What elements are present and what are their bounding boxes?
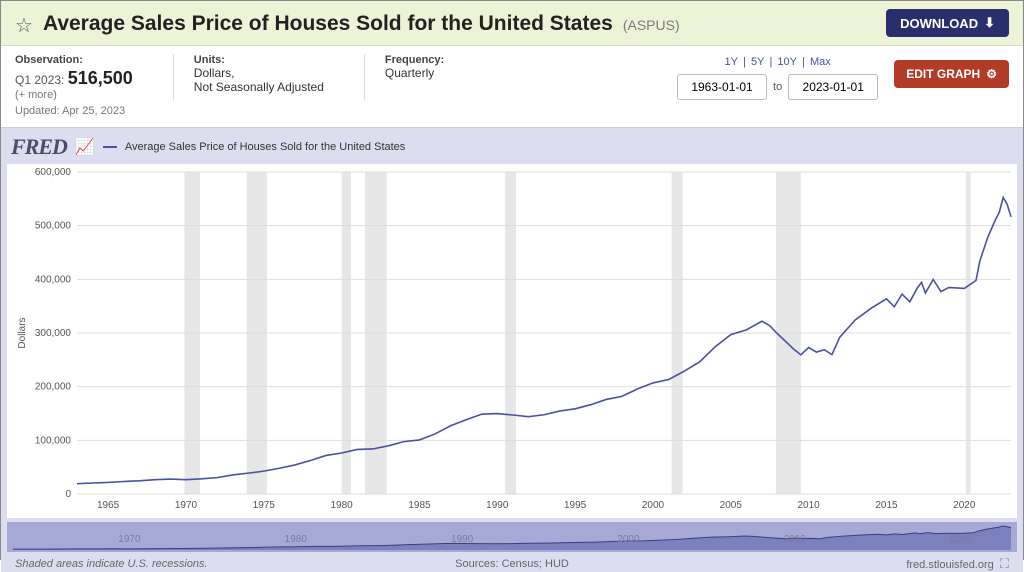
range-1y[interactable]: 1Y bbox=[723, 56, 740, 68]
to-label: to bbox=[773, 81, 782, 93]
svg-text:2000: 2000 bbox=[617, 534, 640, 545]
download-button[interactable]: DOWNLOAD ⬇ bbox=[886, 9, 1009, 37]
svg-text:1990: 1990 bbox=[486, 500, 509, 511]
svg-text:Dollars: Dollars bbox=[17, 317, 28, 348]
svg-text:2020: 2020 bbox=[953, 500, 976, 511]
svg-text:1985: 1985 bbox=[408, 500, 431, 511]
range-links: 1Y | 5Y | 10Y | Max bbox=[723, 56, 833, 68]
svg-text:300,000: 300,000 bbox=[35, 328, 72, 339]
legend-swatch bbox=[103, 146, 117, 148]
frequency-label: Frequency: bbox=[385, 54, 444, 66]
series-code: (ASPUS) bbox=[623, 17, 680, 33]
date-from-input[interactable] bbox=[677, 74, 767, 100]
footer-right: fred.stlouisfed.org ⛶ bbox=[906, 556, 1009, 572]
svg-text:400,000: 400,000 bbox=[35, 274, 72, 285]
divider bbox=[364, 54, 365, 100]
date-to-input[interactable] bbox=[788, 74, 878, 100]
gear-icon: ⚙ bbox=[986, 67, 997, 81]
chart-footer: Shaded areas indicate U.S. recessions. S… bbox=[7, 552, 1017, 572]
observation-col: Observation: Q1 2023: 516,500 (+ more) U… bbox=[15, 54, 173, 117]
observation-period: Q1 2023: 516,500 bbox=[15, 68, 133, 89]
legend-bar: FRED 📈 Average Sales Price of Houses Sol… bbox=[7, 132, 1017, 164]
date-inputs: to bbox=[677, 74, 878, 100]
chart-region: FRED 📈 Average Sales Price of Houses Sol… bbox=[1, 128, 1023, 572]
plot-area[interactable]: 0 100,000 200,000 300,000 400,000 500,000 600,… bbox=[7, 164, 1017, 518]
page-title: Average Sales Price of Houses Sold for t… bbox=[43, 12, 613, 36]
expand-icon[interactable]: ⛶ bbox=[1000, 556, 1009, 571]
frequency-col: Frequency: Quarterly bbox=[385, 54, 484, 80]
svg-text:2000: 2000 bbox=[642, 500, 665, 511]
site-text: fred.stlouisfed.org bbox=[906, 559, 993, 571]
svg-text:1980: 1980 bbox=[285, 534, 308, 545]
range-cluster: 1Y | 5Y | 10Y | Max to bbox=[677, 54, 878, 100]
fred-logo: FRED bbox=[11, 134, 67, 160]
download-label: DOWNLOAD bbox=[900, 16, 978, 31]
range-max[interactable]: Max bbox=[808, 56, 833, 68]
svg-text:2010: 2010 bbox=[784, 534, 807, 545]
edit-label: EDIT GRAPH bbox=[906, 67, 980, 81]
chart-svg[interactable]: 0 100,000 200,000 300,000 400,000 500,000 600,… bbox=[7, 164, 1017, 518]
units-value1: Dollars, bbox=[194, 66, 324, 80]
legend-label: Average Sales Price of Houses Sold for t… bbox=[125, 141, 405, 153]
svg-text:2005: 2005 bbox=[720, 500, 743, 511]
range-10y[interactable]: 10Y bbox=[775, 56, 799, 68]
svg-text:1970: 1970 bbox=[118, 534, 141, 545]
star-icon[interactable]: ☆ bbox=[15, 13, 33, 38]
svg-text:2010: 2010 bbox=[798, 500, 821, 511]
title-left: ☆ Average Sales Price of Houses Sold for… bbox=[15, 11, 680, 36]
navigator-spark[interactable]: 1970 1980 1990 2000 2010 2020 bbox=[7, 522, 1017, 552]
svg-text:1990: 1990 bbox=[451, 534, 474, 545]
svg-text:1970: 1970 bbox=[175, 500, 198, 511]
svg-text:100,000: 100,000 bbox=[35, 435, 72, 446]
observation-label: Observation: bbox=[15, 54, 133, 66]
svg-text:1975: 1975 bbox=[253, 500, 276, 511]
units-col: Units: Dollars, Not Seasonally Adjusted bbox=[194, 54, 364, 94]
title-bar: ☆ Average Sales Price of Houses Sold for… bbox=[1, 1, 1023, 46]
frequency-value: Quarterly bbox=[385, 66, 444, 80]
svg-text:1995: 1995 bbox=[564, 500, 587, 511]
units-label: Units: bbox=[194, 54, 324, 66]
more-link[interactable]: (+ more) bbox=[15, 89, 133, 101]
svg-text:0: 0 bbox=[65, 489, 71, 500]
navigator[interactable]: 1970 1980 1990 2000 2010 2020 bbox=[7, 522, 1017, 552]
fred-swoop-icon: 📈 bbox=[75, 137, 95, 157]
range-5y[interactable]: 5Y bbox=[749, 56, 766, 68]
units-value2: Not Seasonally Adjusted bbox=[194, 80, 324, 94]
svg-text:500,000: 500,000 bbox=[35, 221, 72, 232]
svg-text:1965: 1965 bbox=[97, 500, 120, 511]
svg-text:200,000: 200,000 bbox=[35, 382, 72, 393]
observation-value: 516,500 bbox=[68, 68, 133, 88]
svg-text:2015: 2015 bbox=[875, 500, 898, 511]
edit-graph-button[interactable]: EDIT GRAPH ⚙ bbox=[894, 60, 1009, 88]
svg-text:1980: 1980 bbox=[331, 500, 354, 511]
svg-text:600,000: 600,000 bbox=[35, 167, 72, 178]
svg-text:2020: 2020 bbox=[950, 534, 973, 545]
updated-text: Updated: Apr 25, 2023 bbox=[15, 105, 133, 117]
info-row: Observation: Q1 2023: 516,500 (+ more) U… bbox=[1, 46, 1023, 128]
download-icon: ⬇ bbox=[984, 15, 995, 31]
divider bbox=[173, 54, 174, 100]
